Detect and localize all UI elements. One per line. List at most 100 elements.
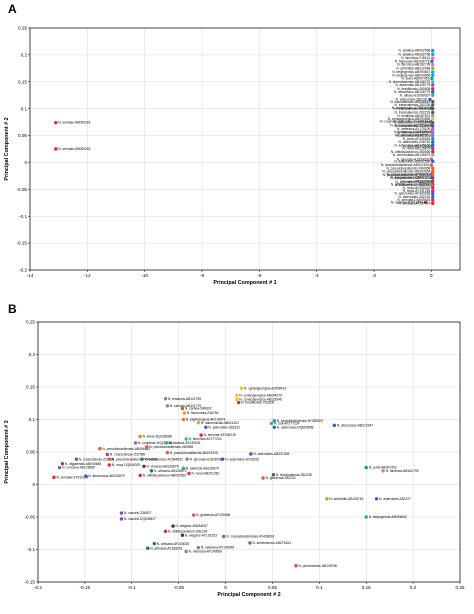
x-tick-label: 0.15 [362, 585, 371, 590]
data-point-label: N. vaccinii-DQ639817 [124, 517, 156, 521]
data-point [105, 452, 110, 457]
data-point-label: N. pseudobrasiliensis-AF430043 [383, 173, 431, 177]
data-point [248, 541, 252, 545]
data-point [54, 147, 58, 151]
data-point [199, 433, 203, 437]
data-point-label: N. seriolae-AF430015 [204, 433, 236, 437]
data-point-label: N. asteroides-Z46752 [399, 140, 431, 144]
data-point-label: N. testacea-AB121769 [168, 397, 201, 401]
data-point [431, 90, 435, 94]
y-axis-label-b: Principal Component # 3 [4, 420, 10, 483]
data-point [431, 176, 435, 180]
data-point [261, 476, 265, 480]
data-point [381, 469, 385, 473]
data-point-label: N. pseudobrasiliensis-AB201305 [170, 451, 218, 455]
data-point-label: N. vermiculata-AB126873 [393, 153, 431, 157]
y-tick-label: 0.25 [26, 320, 35, 325]
data-points-b: N. cyriacigeorgica-AJ508414 N. cyriacigeo… [52, 386, 419, 568]
data-point-label: N. armeniensis-AB275164 [252, 541, 291, 545]
data-point-label: N. pigrifrangens-AF219974 [186, 418, 226, 422]
data-point-label: N. corynebacterioides-AY438618 [380, 120, 428, 124]
data-point-label: N. otitidiscaviarum-Z82234 [168, 529, 207, 533]
data-point-label: N. globerula-Z82232 [266, 476, 296, 480]
data-point-label: N. globerula-DQ525590 [394, 130, 429, 134]
data-point-label: N. shimofusensis-AB108775 [389, 80, 431, 84]
data-point-label: N. nova-DQ840029 [112, 463, 141, 467]
x-tick-label: -0.05 [173, 585, 184, 590]
y-tick-label: -0.2 [19, 268, 27, 273]
x-tick-label: -8 [200, 273, 205, 278]
data-point [185, 457, 189, 461]
data-point [164, 441, 169, 445]
data-point [431, 189, 435, 193]
data-point [431, 48, 435, 53]
data-point [187, 471, 191, 476]
data-point [364, 515, 368, 519]
data-point [364, 465, 368, 470]
data-point [431, 127, 435, 131]
data-point [184, 437, 188, 441]
x-axis-label-b: Principal Component # 2 [217, 592, 280, 598]
data-point-label: N. asteroides-AB125676 [394, 143, 430, 147]
data-point [181, 417, 186, 422]
data-point-label: N. kinas-DQ235688 [143, 435, 172, 439]
data-point-label: N. beijingensis-AB094650 [369, 515, 407, 519]
data-point [54, 120, 58, 125]
data-point [431, 80, 435, 84]
data-point-label: N. asteroides-DQ659896 [394, 121, 431, 125]
data-point-label: N. cyriacigeorgica-AB094965 [388, 117, 431, 121]
data-point [181, 466, 186, 470]
data-point-label: N. otitidiscaviarum-X80596 [391, 150, 431, 154]
data-point-label: N. asiatica-AF430051 [169, 441, 201, 445]
data-point [431, 143, 435, 147]
data-point [431, 70, 435, 74]
data-point-label: N. araoensis-AB108779 [395, 83, 430, 87]
data-point-label: N. coubleae-DQ235686 [138, 441, 173, 445]
data-point [272, 425, 277, 429]
y-tick-label: 0.15 [18, 79, 27, 84]
data-point-label: N. pseudobrasiliensis-X84958 [149, 445, 193, 449]
x-tick-label: -12 [84, 273, 91, 278]
data-point-label: N. veterana-AB201301 [397, 134, 431, 138]
data-point-label: N. farcinica-Y18141 [401, 56, 430, 60]
data-point-label: N. elegans-AB254057 [176, 524, 208, 528]
data-point [107, 463, 111, 467]
data-point-label: N. salmonicida-AB021322 [201, 421, 239, 425]
data-point [431, 113, 435, 118]
data-point [423, 200, 428, 204]
data-point [249, 452, 253, 456]
y-tick-label: 0.05 [18, 133, 27, 138]
x-tick-label: 0.1 [316, 585, 323, 590]
data-point-label: N. asiatica-AB092566 [398, 49, 430, 53]
x-tick-label: -10 [141, 273, 148, 278]
data-point-label: N. otitidiscaviarum-X80596 [391, 183, 431, 187]
data-point-label: N. jiangxiensis-DQ840027 [391, 176, 429, 180]
data-point [191, 513, 196, 517]
data-point-label: N. transvalensis-Z82238 [276, 473, 312, 477]
data-point [140, 457, 144, 461]
y-tick-label: 0.05 [26, 450, 35, 455]
data-point [149, 469, 154, 473]
y-tick-label: 0.1 [29, 417, 36, 422]
data-point [431, 99, 435, 104]
x-tick-label: -0.1 [128, 585, 136, 590]
y-tick-label: -0.05 [17, 187, 28, 192]
data-point [431, 195, 435, 199]
data-point-label: N. tenerifensis-AJ556157 [392, 106, 429, 110]
data-point [138, 434, 142, 439]
data-point [431, 83, 435, 87]
data-point [431, 133, 435, 138]
data-point [431, 66, 435, 71]
data-point [431, 120, 435, 125]
data-point-label: N. transvalensis-AB068844 [390, 100, 430, 104]
data-point [431, 117, 435, 121]
data-point [133, 441, 138, 445]
data-point-label: N. veterana-AF430054 [397, 130, 431, 134]
y-tick-label: 0.15 [26, 385, 35, 390]
data-point [269, 421, 274, 426]
y-tick-label: 0.1 [21, 106, 28, 111]
data-point-label: N. exalbida-AB187521 [397, 114, 430, 118]
data-point-label: N. soli-AF277224 [403, 144, 429, 148]
data-point [60, 462, 65, 466]
data-point [431, 87, 435, 91]
